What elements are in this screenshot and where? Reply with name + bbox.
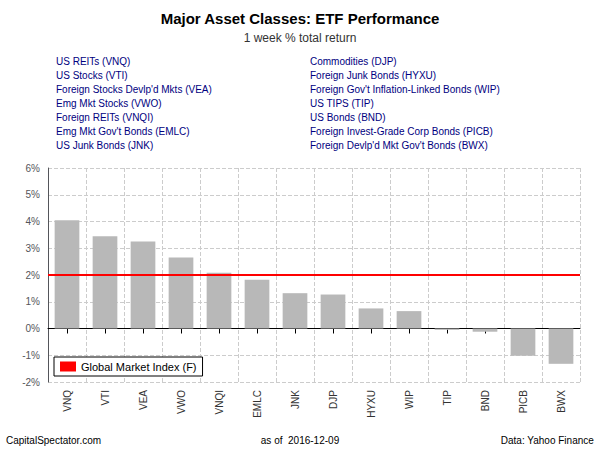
svg-text:-1%: -1% [22,350,40,361]
svg-text:Foreign Invest-Grade Corp Bond: Foreign Invest-Grade Corp Bonds (PICB) [310,126,493,137]
svg-text:WIP: WIP [404,390,415,409]
svg-text:PICB: PICB [518,390,529,414]
svg-text:HYXU: HYXU [366,390,377,418]
svg-text:as of 2016-12-09: as of 2016-12-09 [261,435,340,446]
svg-text:JNK: JNK [290,390,301,409]
svg-text:VWO: VWO [176,390,187,414]
svg-text:CapitalSpectator.com: CapitalSpectator.com [6,435,101,446]
svg-text:Emg Mkt Stocks (VWO): Emg Mkt Stocks (VWO) [56,98,162,109]
svg-text:3%: 3% [26,243,41,254]
svg-text:Foreign Devlp'd Mkt Gov't Bond: Foreign Devlp'd Mkt Gov't Bonds (BWX) [310,140,488,151]
svg-text:Major Asset Classes: ETF Perfo: Major Asset Classes: ETF Performance [161,10,440,27]
svg-text:Foreign Gov't Inflation-Linked: Foreign Gov't Inflation-Linked Bonds (WI… [310,84,500,95]
svg-text:BND: BND [480,390,491,411]
svg-text:BWX: BWX [556,390,567,413]
svg-text:TIP: TIP [442,390,453,406]
svg-text:US Bonds (BND): US Bonds (BND) [310,112,386,123]
svg-text:-2%: -2% [22,377,40,388]
svg-text:EMLC: EMLC [252,390,263,418]
svg-text:4%: 4% [26,216,41,227]
svg-text:US Junk Bonds (JNK): US Junk Bonds (JNK) [56,140,153,151]
svg-text:Emg Mkt Gov't Bonds (EMLC): Emg Mkt Gov't Bonds (EMLC) [56,126,190,137]
svg-text:5%: 5% [26,189,41,200]
svg-text:Foreign Stocks Devlp'd Mkts (V: Foreign Stocks Devlp'd Mkts (VEA) [56,84,212,95]
svg-text:VNQ: VNQ [62,390,73,412]
svg-text:Foreign Junk Bonds (HYXU): Foreign Junk Bonds (HYXU) [310,70,436,81]
svg-text:US Stocks (VTI): US Stocks (VTI) [56,70,128,81]
svg-text:VTI: VTI [100,390,111,406]
svg-text:Data: Yahoo Finance: Data: Yahoo Finance [501,435,594,446]
svg-text:1 week % total return: 1 week % total return [244,31,357,45]
svg-text:2%: 2% [26,270,41,281]
svg-text:Foreign REITs (VNQI): Foreign REITs (VNQI) [56,112,153,123]
svg-text:VNQI: VNQI [214,390,225,414]
svg-text:US REITs (VNQ): US REITs (VNQ) [56,56,130,67]
svg-text:6%: 6% [26,163,41,174]
svg-text:Global Market Index (F): Global Market Index (F) [81,361,197,373]
svg-text:0%: 0% [26,323,41,334]
svg-text:DJP: DJP [328,390,339,409]
svg-text:1%: 1% [26,296,41,307]
svg-text:VEA: VEA [138,390,149,410]
svg-text:Commodities (DJP): Commodities (DJP) [310,56,397,67]
svg-text:US TIPS (TIP): US TIPS (TIP) [310,98,374,109]
